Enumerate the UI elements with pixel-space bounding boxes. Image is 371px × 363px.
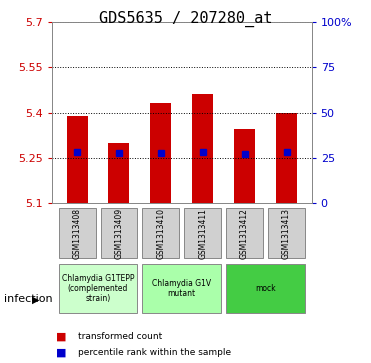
Text: Chlamydia G1V
mutant: Chlamydia G1V mutant: [152, 279, 211, 298]
Bar: [234, 129, 255, 203]
Bar: [192, 94, 213, 203]
FancyBboxPatch shape: [142, 264, 221, 313]
FancyBboxPatch shape: [101, 208, 137, 258]
Text: GSM1313410: GSM1313410: [156, 208, 165, 259]
FancyBboxPatch shape: [59, 264, 137, 313]
Text: GSM1313411: GSM1313411: [198, 208, 207, 259]
Bar: [276, 113, 297, 203]
Text: GSM1313408: GSM1313408: [73, 208, 82, 259]
Text: ■: ■: [56, 332, 66, 342]
Text: mock: mock: [255, 284, 276, 293]
Text: infection: infection: [4, 294, 52, 305]
Text: GSM1313412: GSM1313412: [240, 208, 249, 259]
Text: ▶: ▶: [32, 294, 39, 305]
Text: ■: ■: [56, 348, 66, 358]
Text: GSM1313409: GSM1313409: [115, 208, 124, 259]
Text: transformed count: transformed count: [78, 333, 162, 341]
Bar: [150, 103, 171, 203]
Text: GDS5635 / 207280_at: GDS5635 / 207280_at: [99, 11, 272, 27]
Text: Chlamydia G1TEPP
(complemented
strain): Chlamydia G1TEPP (complemented strain): [62, 274, 134, 303]
FancyBboxPatch shape: [226, 208, 263, 258]
Text: percentile rank within the sample: percentile rank within the sample: [78, 348, 231, 357]
Bar: [67, 115, 88, 203]
FancyBboxPatch shape: [184, 208, 221, 258]
FancyBboxPatch shape: [59, 208, 95, 258]
FancyBboxPatch shape: [268, 208, 305, 258]
Bar: [108, 143, 129, 203]
FancyBboxPatch shape: [226, 264, 305, 313]
FancyBboxPatch shape: [142, 208, 179, 258]
Text: GSM1313413: GSM1313413: [282, 208, 291, 259]
